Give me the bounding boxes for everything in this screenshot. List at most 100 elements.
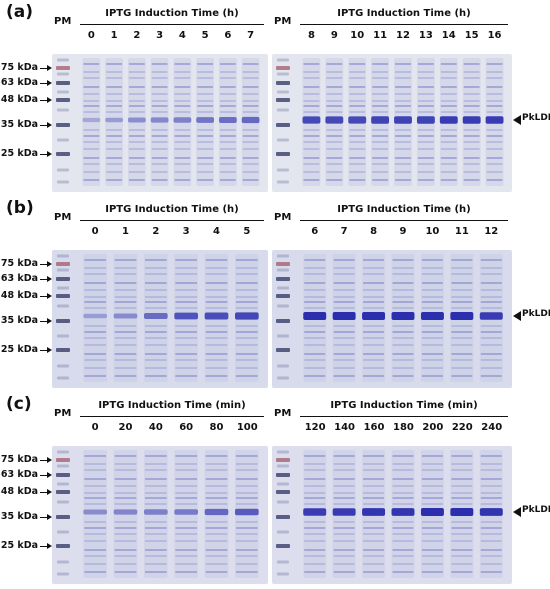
protein-marker-lane [56, 58, 70, 184]
background-band [392, 296, 414, 298]
background-band [106, 141, 122, 143]
background-band [349, 63, 366, 65]
pkldh-band [113, 313, 138, 319]
background-band [106, 77, 122, 79]
background-band [304, 331, 326, 333]
background-band [84, 549, 106, 551]
background-band [129, 141, 145, 143]
background-band [326, 141, 343, 143]
background-band [333, 492, 355, 494]
background-band [197, 129, 213, 131]
background-band [349, 135, 366, 137]
background-band [84, 455, 106, 457]
background-band [242, 171, 259, 173]
background-band [480, 296, 502, 298]
background-band [463, 77, 480, 79]
background-band [114, 533, 137, 535]
marker-size-label: 48 kDa [0, 486, 38, 497]
sample-lane [362, 450, 386, 578]
background-band [304, 267, 326, 269]
background-band [83, 71, 100, 73]
lane-label: 240 [481, 422, 503, 433]
background-band [333, 296, 355, 298]
marker-band [56, 473, 70, 477]
background-band [451, 485, 473, 487]
lane-label: 15 [464, 30, 479, 41]
background-band [236, 296, 258, 298]
arrow-icon [40, 63, 52, 73]
background-band [486, 141, 503, 143]
lane-label: 120 [304, 422, 326, 433]
panel-c: (c) PM IPTG Induction Time (min) 0 20 40 60 80 1… [0, 392, 550, 588]
pkldh-label: PkLDH [522, 309, 550, 319]
sample-lane [450, 254, 474, 382]
background-band [463, 63, 480, 65]
sample-lane [479, 254, 503, 382]
background-band [417, 135, 434, 137]
background-band [83, 63, 100, 65]
background-band [480, 282, 502, 284]
background-band [175, 478, 197, 480]
background-band [236, 533, 258, 535]
marker-band [277, 464, 289, 468]
background-band [463, 93, 480, 95]
lane-smear [113, 450, 138, 578]
background-band [303, 111, 320, 113]
background-band [197, 163, 213, 165]
background-band [220, 129, 236, 131]
marker-band [277, 90, 289, 94]
background-band [145, 555, 167, 557]
induction-time-title-left: IPTG Induction Time (h) [105, 204, 239, 215]
background-band [304, 549, 326, 551]
background-band [463, 163, 480, 165]
background-band [392, 521, 414, 523]
marker-band [57, 364, 69, 368]
background-band [421, 469, 443, 471]
background-band [392, 549, 414, 551]
background-band [84, 485, 106, 487]
background-band [486, 63, 503, 65]
background-band [372, 171, 389, 173]
background-band [372, 111, 389, 113]
background-band [84, 478, 106, 480]
background-band [242, 148, 259, 150]
pkldh-band [302, 116, 321, 124]
background-band [236, 307, 258, 309]
marker-band [276, 348, 290, 352]
background-band [480, 540, 502, 542]
background-band [349, 100, 366, 102]
background-band [129, 100, 145, 102]
background-band [205, 282, 228, 284]
arrow-icon [40, 78, 52, 88]
gel-left [52, 446, 268, 584]
title-underline-left [80, 24, 264, 25]
background-band [392, 503, 414, 505]
panel-label: (a) [6, 2, 34, 22]
marker-band [57, 90, 69, 94]
background-band [175, 571, 197, 573]
marker-band [56, 490, 70, 494]
background-band [363, 325, 385, 327]
background-band [303, 100, 320, 102]
background-band [304, 296, 326, 298]
background-band [114, 359, 137, 361]
background-band [440, 129, 457, 131]
background-band [363, 497, 385, 499]
background-band [333, 353, 355, 355]
background-band [174, 157, 191, 159]
sample-lane [332, 254, 356, 382]
gel-left [52, 250, 268, 388]
lane-label: 80 [209, 422, 224, 433]
background-band [392, 540, 414, 542]
background-band [236, 375, 258, 377]
marker-band [277, 482, 289, 486]
sample-lane [173, 58, 192, 186]
lane-smear [150, 58, 169, 186]
background-band [114, 478, 137, 480]
background-band [395, 111, 411, 113]
sample-lane [303, 450, 327, 578]
protein-marker-lane [56, 254, 70, 380]
marker-band [57, 180, 69, 184]
lane-label: 160 [363, 422, 385, 433]
background-band [145, 492, 167, 494]
